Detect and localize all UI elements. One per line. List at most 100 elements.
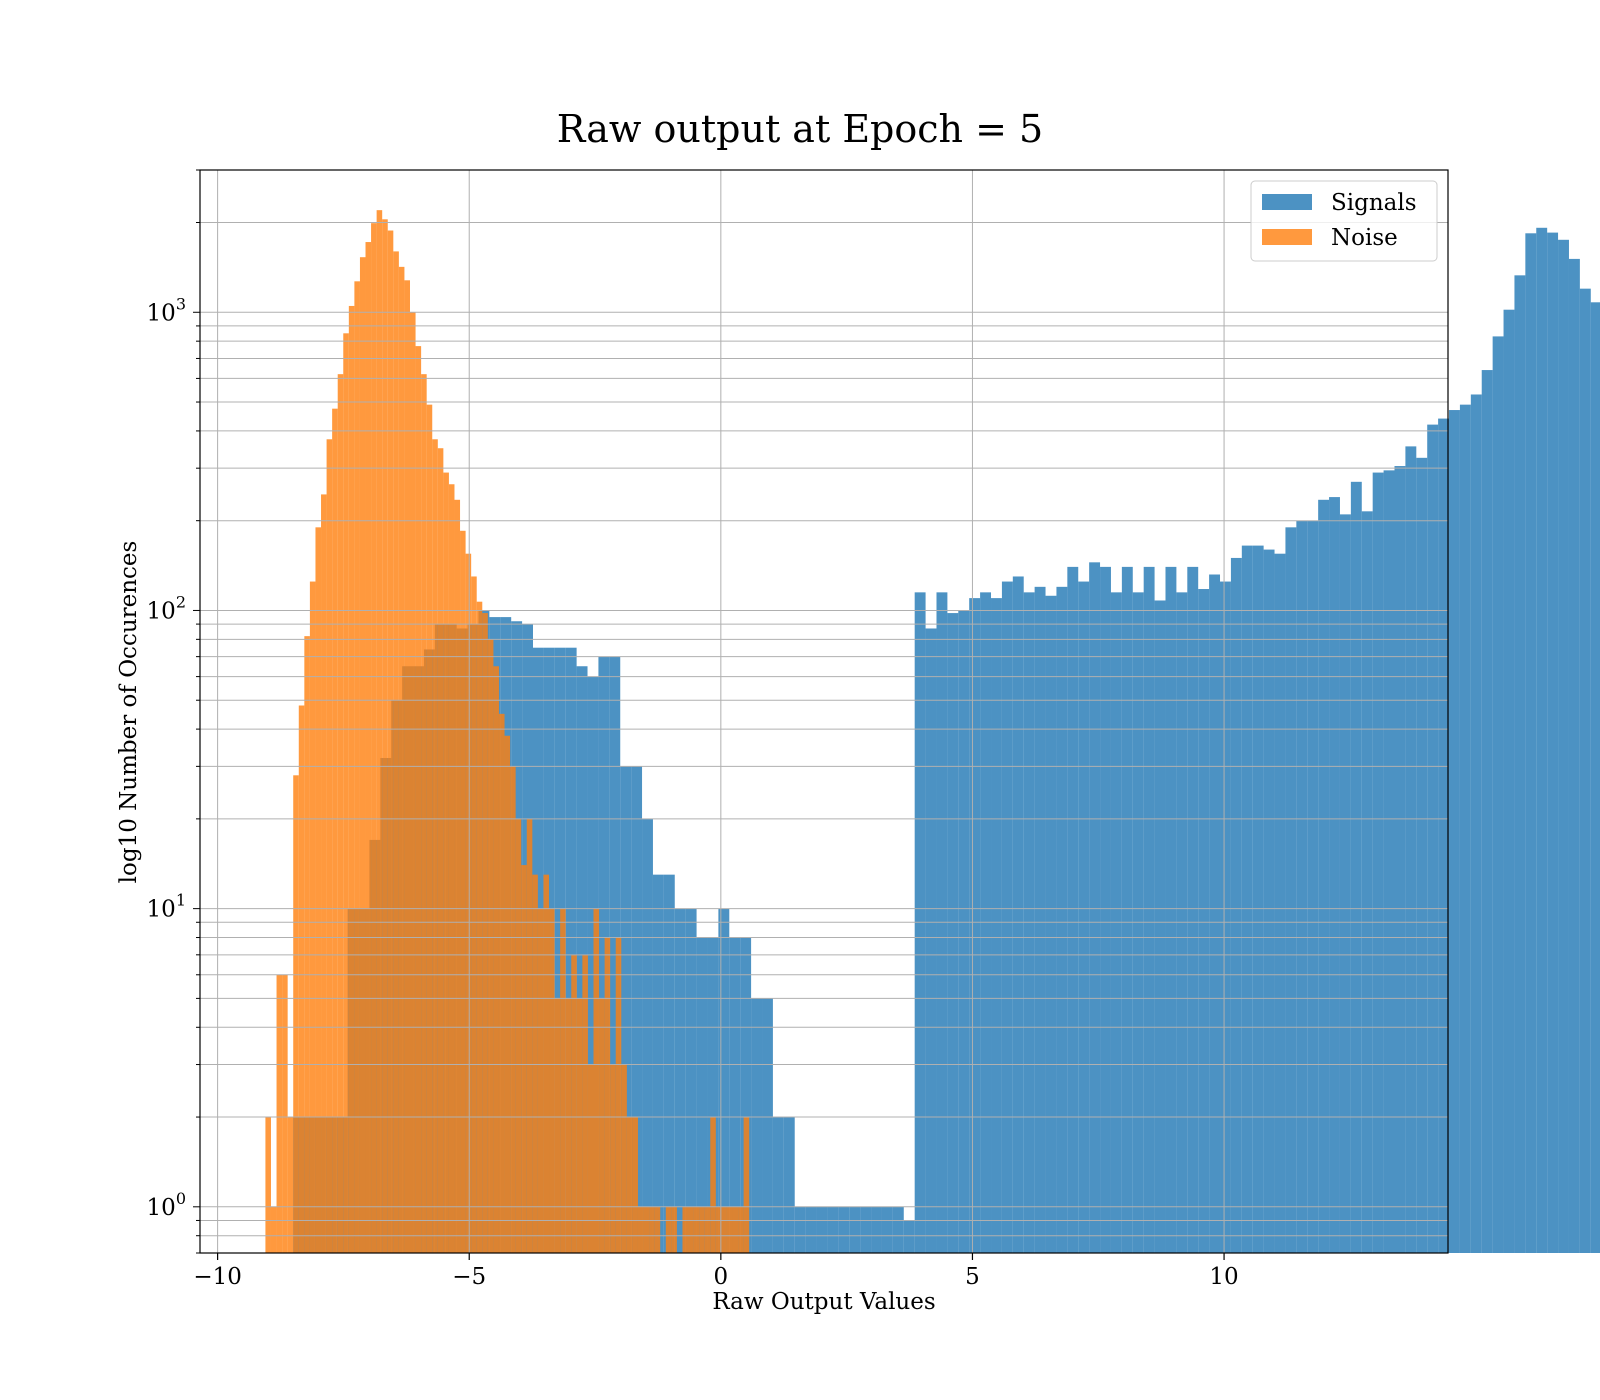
grid-layer (200, 169, 1448, 1254)
bar-signals (805, 1206, 817, 1253)
bar-noise (732, 1206, 739, 1253)
bar-noise (376, 210, 383, 1253)
bar-noise (649, 1206, 655, 1253)
bar-noise (587, 1064, 594, 1253)
bar-noise (688, 1206, 694, 1253)
bar-signals (1263, 549, 1275, 1253)
bar-signals (1154, 600, 1166, 1253)
bar-noise (537, 908, 544, 1253)
bar-signals (1361, 511, 1373, 1253)
bar-signals (1100, 566, 1111, 1253)
bar-noise (309, 581, 316, 1253)
bar-signals (740, 937, 752, 1253)
y-axis-label: log10 Number of Occurences (116, 541, 142, 884)
bar-noise (565, 998, 572, 1253)
bar-noise (710, 1117, 716, 1253)
bar-signals (958, 610, 970, 1253)
bar-noise (643, 1206, 650, 1253)
bar-noise (393, 251, 399, 1253)
plot-frame (199, 169, 1449, 1254)
bar-signals (1034, 586, 1046, 1253)
bar-signals (947, 613, 959, 1253)
x-tick-label: 5 (965, 1264, 980, 1290)
bar-signals (1241, 545, 1253, 1253)
bar-signals (1274, 553, 1286, 1253)
bar-signals (762, 998, 773, 1253)
bar-noise (654, 1206, 661, 1253)
bar-noise (621, 1064, 627, 1253)
bar-noise (715, 1206, 722, 1253)
bar-noise (265, 1117, 271, 1253)
bar-signals (1067, 566, 1079, 1253)
bar-signals (1481, 370, 1493, 1253)
bar-signals (1329, 497, 1340, 1254)
bar-signals (1187, 566, 1199, 1253)
bar-noise (398, 266, 405, 1253)
bar-signals (1252, 545, 1264, 1253)
bar-signals (642, 818, 653, 1253)
bar-noise (382, 219, 388, 1253)
bar-noise (426, 404, 433, 1253)
bar-signals (1372, 472, 1384, 1253)
legend: Signals Noise (1250, 180, 1438, 262)
bar-signals (772, 1117, 784, 1253)
bar-signals (1089, 562, 1101, 1253)
bar-signals (1503, 309, 1515, 1253)
bar-noise (359, 257, 366, 1253)
bar-noise (476, 601, 483, 1253)
bar-signals (1536, 227, 1548, 1253)
bar-signals (1459, 404, 1471, 1253)
bar-noise (682, 1206, 689, 1253)
bar-signals (1318, 499, 1330, 1253)
bar-noise (593, 908, 600, 1253)
bar-noise (504, 735, 511, 1253)
bar-signals (827, 1206, 839, 1253)
bar-noise (448, 484, 455, 1253)
bar-noise (599, 998, 605, 1253)
bar-signals (991, 598, 1002, 1253)
bar-noise (554, 998, 561, 1253)
bar-noise (615, 937, 622, 1253)
bar-noise (287, 1117, 294, 1253)
bar-noise (665, 1206, 672, 1253)
bar-signals (1350, 481, 1362, 1253)
bar-signals (1198, 589, 1210, 1253)
bar-noise (337, 374, 344, 1253)
legend-label-noise: Noise (1331, 225, 1398, 251)
bar-noise (498, 713, 505, 1253)
series-noise (265, 210, 750, 1254)
legend-label-signals: Signals (1331, 190, 1417, 216)
x-axis-ticks: −10 −5 0 5 10 (193, 1253, 1239, 1290)
bar-noise (454, 499, 461, 1253)
bar-signals (707, 937, 719, 1253)
bar-signals (925, 628, 937, 1253)
bar-noise (315, 527, 322, 1253)
bar-signals (783, 1117, 795, 1253)
bar-noise (276, 974, 283, 1253)
x-tick-label: 10 (1209, 1264, 1238, 1290)
bar-signals (1143, 566, 1155, 1253)
bar-signals (903, 1220, 915, 1253)
bar-signals (1590, 302, 1600, 1253)
bar-noise (604, 937, 611, 1253)
bar-noise (726, 1206, 733, 1253)
bar-signals (1220, 581, 1231, 1253)
x-tick-label: −10 (193, 1264, 242, 1290)
y-axis-ticks: 100 101 102 103 (147, 169, 200, 1254)
bar-signals (565, 647, 577, 1253)
bar-noise (582, 954, 588, 1253)
bar-noise (521, 865, 527, 1253)
bar-noise (532, 874, 538, 1253)
bar-signals (1001, 581, 1013, 1253)
bar-signals (1416, 457, 1428, 1253)
bar-signals (1307, 520, 1319, 1253)
bar-noise (460, 530, 466, 1253)
bar-noise (410, 312, 416, 1253)
bar-signals (663, 874, 675, 1253)
bar-noise (526, 818, 533, 1253)
bar-signals (1449, 410, 1460, 1253)
bar-signals (892, 1206, 904, 1253)
bars-layer (265, 210, 1600, 1254)
bar-noise (270, 1206, 277, 1253)
